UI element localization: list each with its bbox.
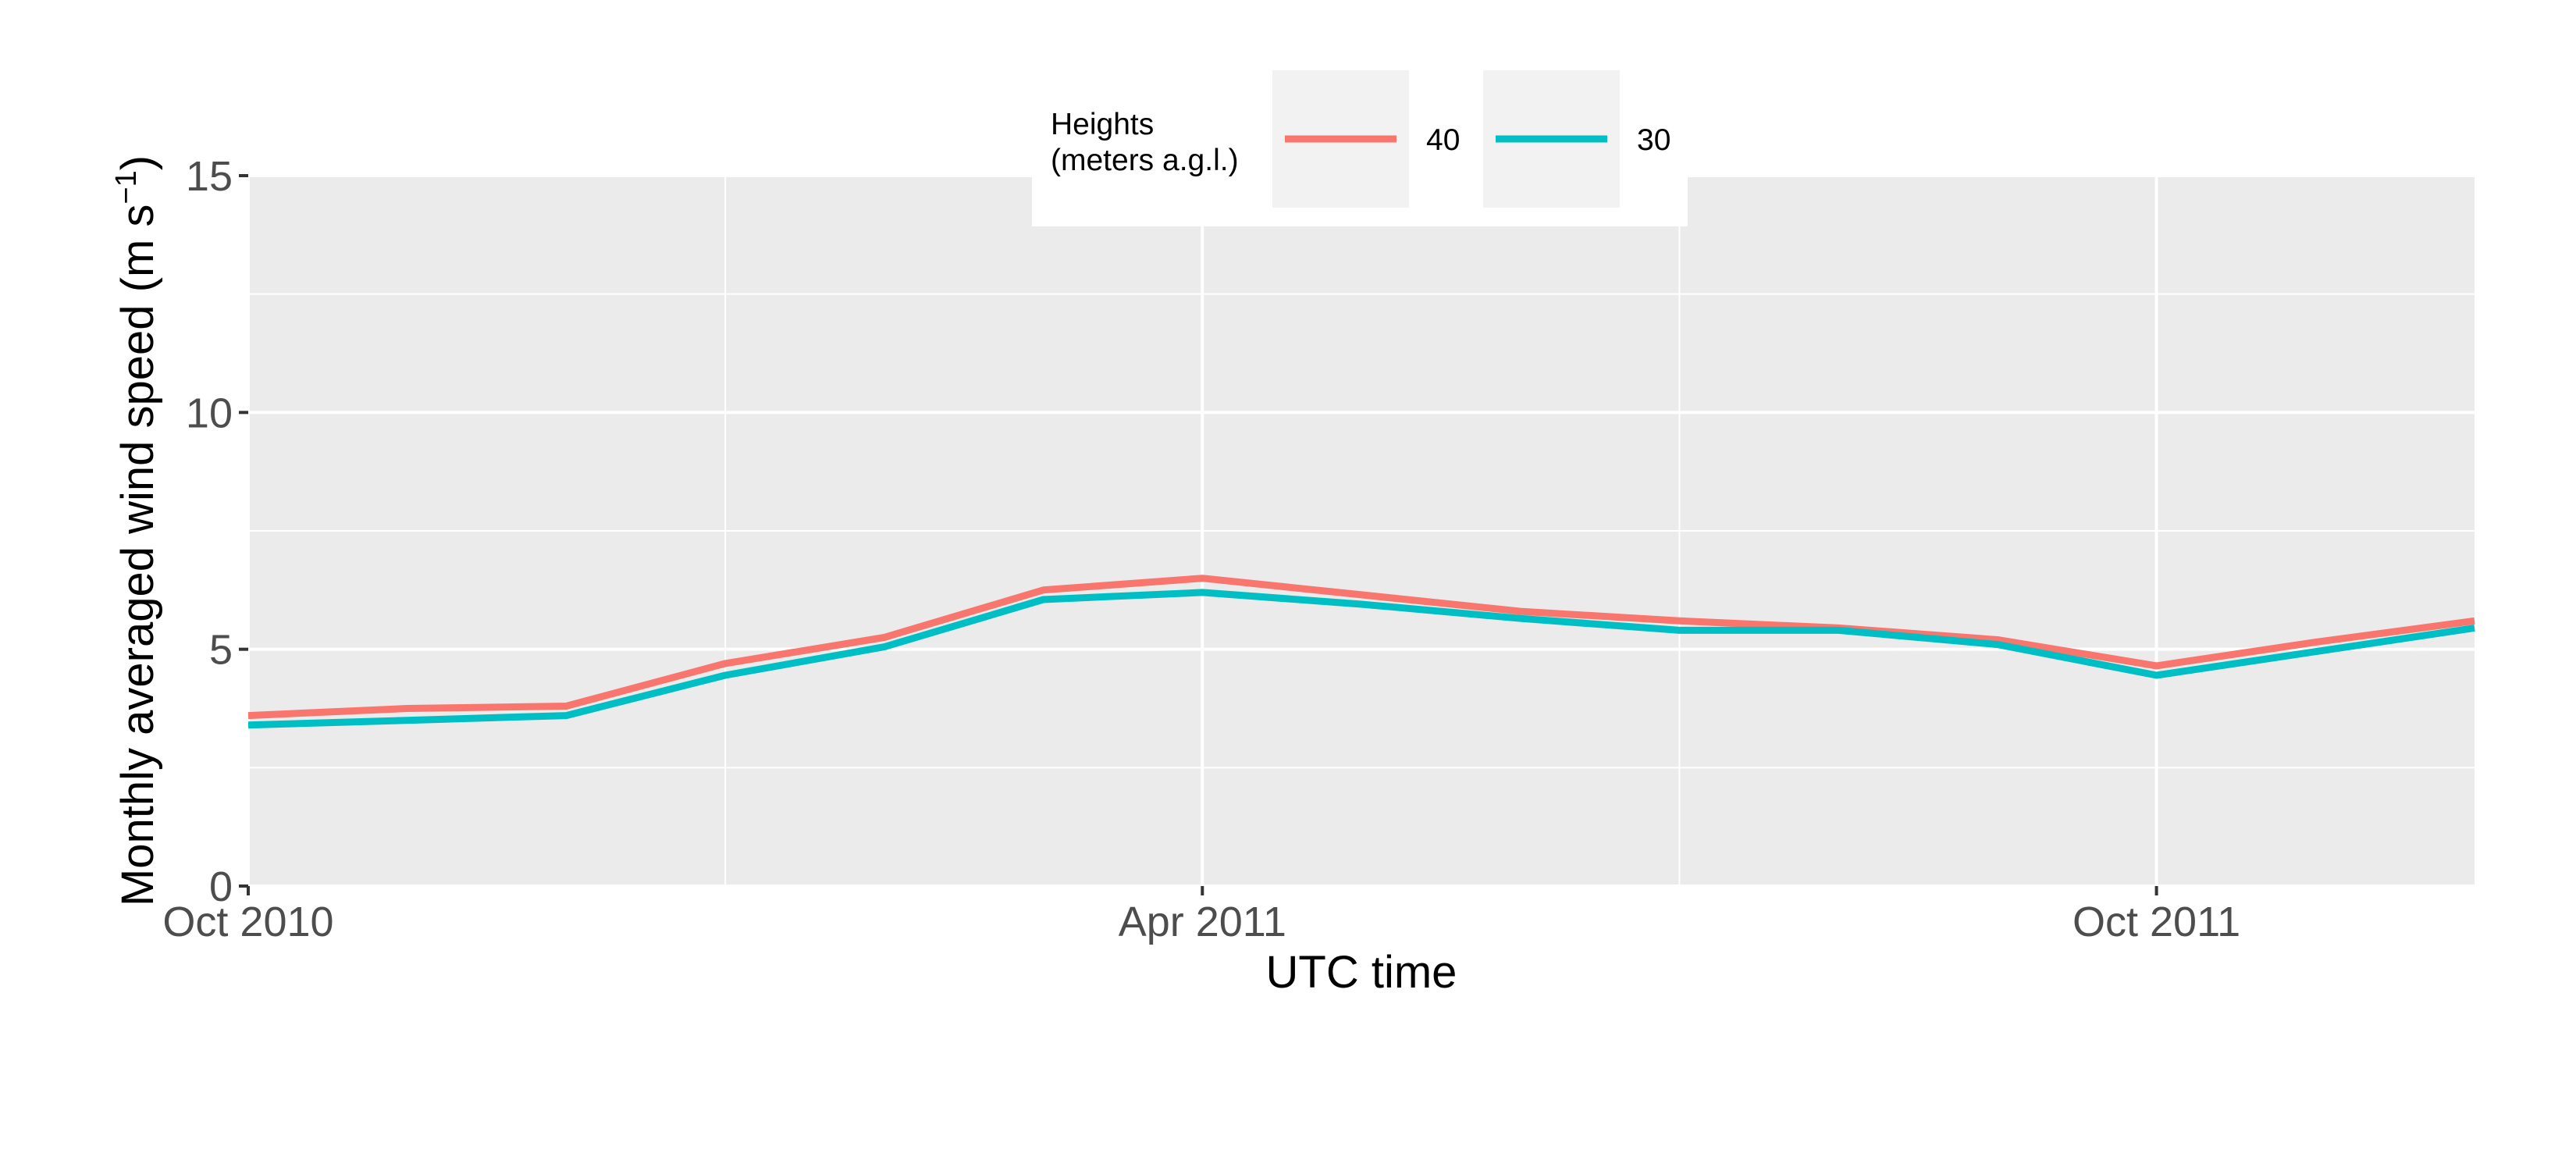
- y-axis-title: Monthly averaged wind speed (m s−1): [110, 155, 163, 906]
- y-axis-title-suffix: ): [112, 155, 163, 170]
- x-tick-label: Oct 2010: [162, 899, 333, 945]
- legend-title: Heights (meters a.g.l.): [1051, 108, 1239, 177]
- x-axis-title: UTC time: [1266, 947, 1457, 998]
- legend-label-30: 30: [1637, 123, 1670, 157]
- y-tick-label: 0: [209, 863, 233, 910]
- y-tick-label: 15: [186, 153, 233, 200]
- x-axis: Oct 2010 Apr 2011 Oct 2011: [162, 886, 2240, 945]
- minor-gridlines: [248, 176, 2475, 886]
- legend-label-40: 40: [1426, 123, 1460, 157]
- y-axis-title-main: Monthly averaged wind speed (m s: [112, 205, 163, 906]
- series-line-30: [247, 589, 2475, 729]
- major-gridlines: [247, 174, 2475, 888]
- series-line-40: [247, 575, 2475, 720]
- x-tick-label: Oct 2011: [2073, 899, 2240, 945]
- y-axis-title-exponent: −1: [110, 170, 143, 204]
- y-tick-label: 5: [209, 627, 233, 674]
- y-tick-label: 10: [186, 390, 233, 436]
- legend-title-line1: Heights: [1051, 108, 1154, 141]
- y-axis: 0 5 10 15: [186, 153, 248, 910]
- x-tick-label: Apr 2011: [1119, 899, 1286, 945]
- legend-title-line2: (meters a.g.l.): [1051, 144, 1239, 177]
- legend: Heights (meters a.g.l.) 40 30: [1032, 70, 1688, 226]
- series-lines: [247, 575, 2475, 729]
- legend-keys: 40 30: [1272, 70, 1670, 208]
